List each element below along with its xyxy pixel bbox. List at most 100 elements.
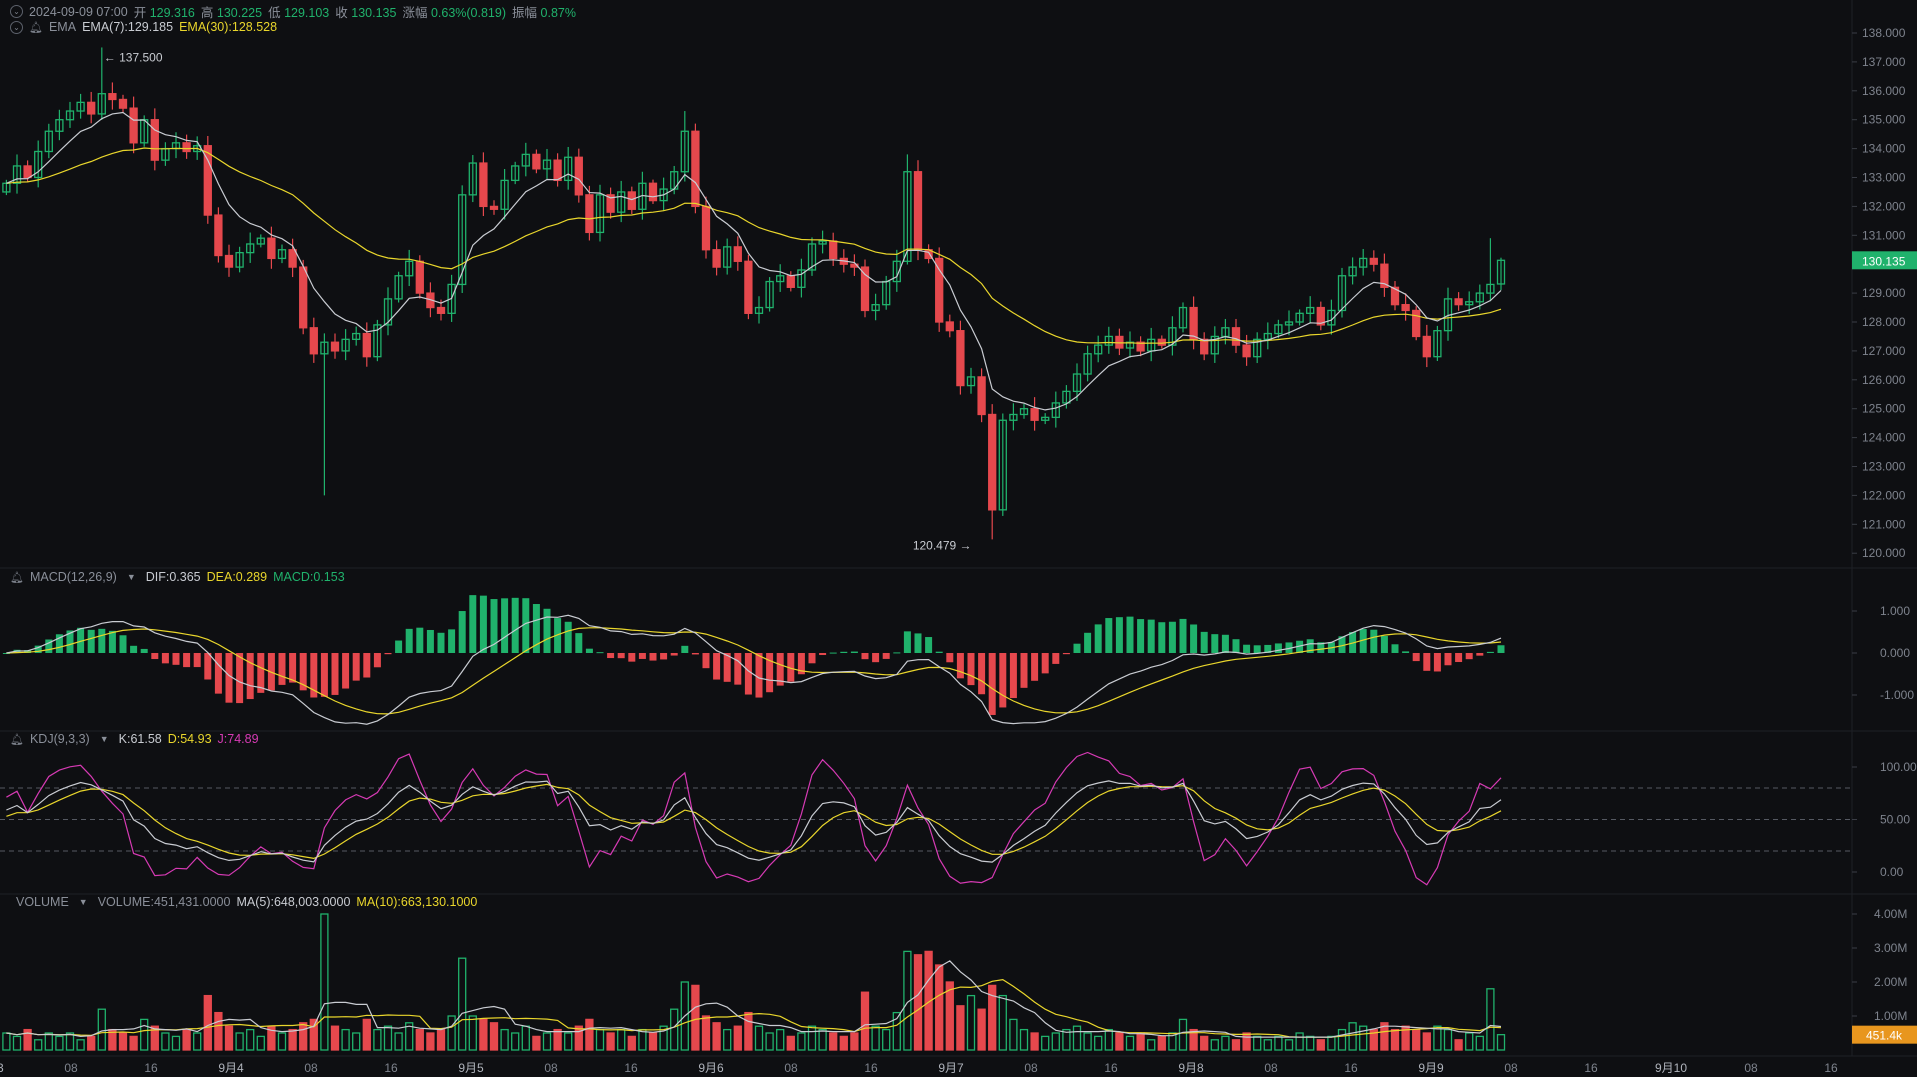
volume-bar: [87, 1035, 96, 1051]
d-line: [6, 783, 1502, 860]
macd-histogram-bar: [585, 648, 593, 653]
volume-bar: [1157, 1035, 1166, 1051]
ma10-value: MA(10):663,130.1000: [356, 895, 478, 909]
macd-histogram-bar: [437, 632, 445, 653]
macd-histogram-bar: [893, 652, 901, 654]
volume-bar: [1104, 1028, 1113, 1051]
candle: [1412, 306, 1421, 341]
macd-histogram-bar: [511, 597, 519, 653]
volume-bar: [935, 964, 944, 1051]
candle: [1094, 335, 1103, 363]
macd-histogram-bar: [490, 599, 498, 653]
dea-line: [6, 627, 1502, 715]
candle-body: [1380, 263, 1389, 288]
macd-histogram-bar: [310, 653, 318, 698]
kdj-axis-label: 50.00: [1880, 813, 1910, 827]
candle: [203, 135, 212, 224]
candle: [500, 169, 509, 220]
candle-body: [680, 130, 689, 173]
volume-bar: [638, 1028, 647, 1051]
bell-icon[interactable]: 🔔︎: [29, 21, 43, 34]
candle: [1253, 332, 1262, 364]
candle-body: [617, 191, 626, 213]
candle-body: [1200, 338, 1209, 355]
macd-histogram-bar: [638, 653, 646, 659]
volume-bar: [1295, 1032, 1304, 1051]
macd-histogram-bar: [236, 653, 244, 704]
macd-histogram-bar: [819, 653, 827, 656]
candle: [1433, 325, 1442, 361]
candle-body: [118, 98, 128, 109]
time-axis-label: 9月6: [698, 1061, 724, 1075]
candle-body: [1274, 324, 1283, 335]
bell-icon[interactable]: 🔔︎: [10, 733, 24, 746]
dropdown-caret-icon[interactable]: ▼: [99, 734, 109, 744]
candle-body: [277, 249, 287, 260]
macd-histogram-bar: [352, 653, 360, 681]
candle-body: [489, 205, 499, 210]
volume-bar: [606, 1032, 615, 1051]
low-label: 低: [268, 6, 281, 20]
candle-body: [585, 194, 594, 234]
macd-histogram-bar: [723, 653, 731, 682]
collapse-icon[interactable]: ⌄: [10, 20, 23, 34]
volume-bar: [680, 981, 689, 1051]
macd-name[interactable]: MACD(12,26,9): [29, 570, 117, 584]
macd-histogram-bar: [1433, 653, 1441, 672]
candle-body: [65, 110, 75, 121]
volume-bar: [1327, 1035, 1336, 1051]
volume-bar: [1475, 1035, 1484, 1051]
volume-bar: [903, 950, 912, 1051]
volume-bar: [34, 1039, 43, 1051]
candle: [97, 47, 106, 120]
volume-bar: [1051, 1032, 1060, 1051]
time-axis-label: 16: [864, 1061, 878, 1075]
time-axis-label: 16: [1824, 1061, 1838, 1075]
bell-icon[interactable]: 🔔︎: [10, 571, 24, 584]
candle: [1168, 316, 1177, 356]
candle: [585, 185, 594, 241]
candle-body: [1348, 266, 1357, 277]
ohlc-header: ⌄ 2024-09-09 07:00 开 129.316 高 130.225 低…: [10, 2, 576, 21]
candle-body: [1465, 301, 1474, 306]
volume-bar: [193, 1032, 202, 1051]
candle: [511, 161, 520, 185]
candle-body: [87, 101, 96, 115]
time-axis-label: 08: [304, 1061, 318, 1075]
price-axis-label: 123.000: [1862, 460, 1906, 474]
macd-histogram-bar: [45, 639, 53, 653]
volume-bar: [23, 1028, 32, 1051]
macd-histogram-bar: [1020, 653, 1028, 688]
price-axis-label: 124.000: [1862, 431, 1906, 445]
volume-bar: [1454, 1039, 1463, 1051]
macd-histogram-bar: [967, 653, 975, 686]
macd-axis-label: 0.000: [1880, 646, 1910, 660]
volume-bar: [97, 1008, 106, 1051]
j-line: [6, 751, 1502, 886]
macd-histogram-bar: [808, 653, 816, 664]
volume-bar: [797, 1032, 806, 1051]
candle: [1019, 403, 1029, 419]
open-value: 129.316: [149, 6, 195, 20]
macd-histogram-bar: [1126, 616, 1134, 653]
macd-histogram-bar: [55, 634, 63, 653]
candle-body: [1475, 292, 1484, 303]
kdj-name[interactable]: KDJ(9,3,3): [29, 732, 90, 746]
dropdown-caret-icon[interactable]: ▼: [78, 897, 88, 907]
candle: [267, 226, 276, 269]
candle: [1263, 322, 1272, 350]
macd-histogram-bar: [554, 618, 562, 653]
candle-body: [1369, 257, 1378, 265]
candle-body: [564, 156, 573, 182]
volume-name[interactable]: VOLUME: [16, 895, 69, 909]
ema-name[interactable]: EMA: [48, 20, 77, 34]
macd-histogram-bar: [1041, 653, 1049, 674]
candle: [479, 152, 488, 217]
candle: [489, 200, 499, 215]
price-axis-label: 132.000: [1862, 199, 1906, 213]
macd-histogram-bar: [755, 653, 763, 698]
dropdown-caret-icon[interactable]: ▼: [126, 572, 136, 582]
collapse-icon[interactable]: ⌄: [10, 5, 23, 18]
candle: [606, 187, 615, 219]
